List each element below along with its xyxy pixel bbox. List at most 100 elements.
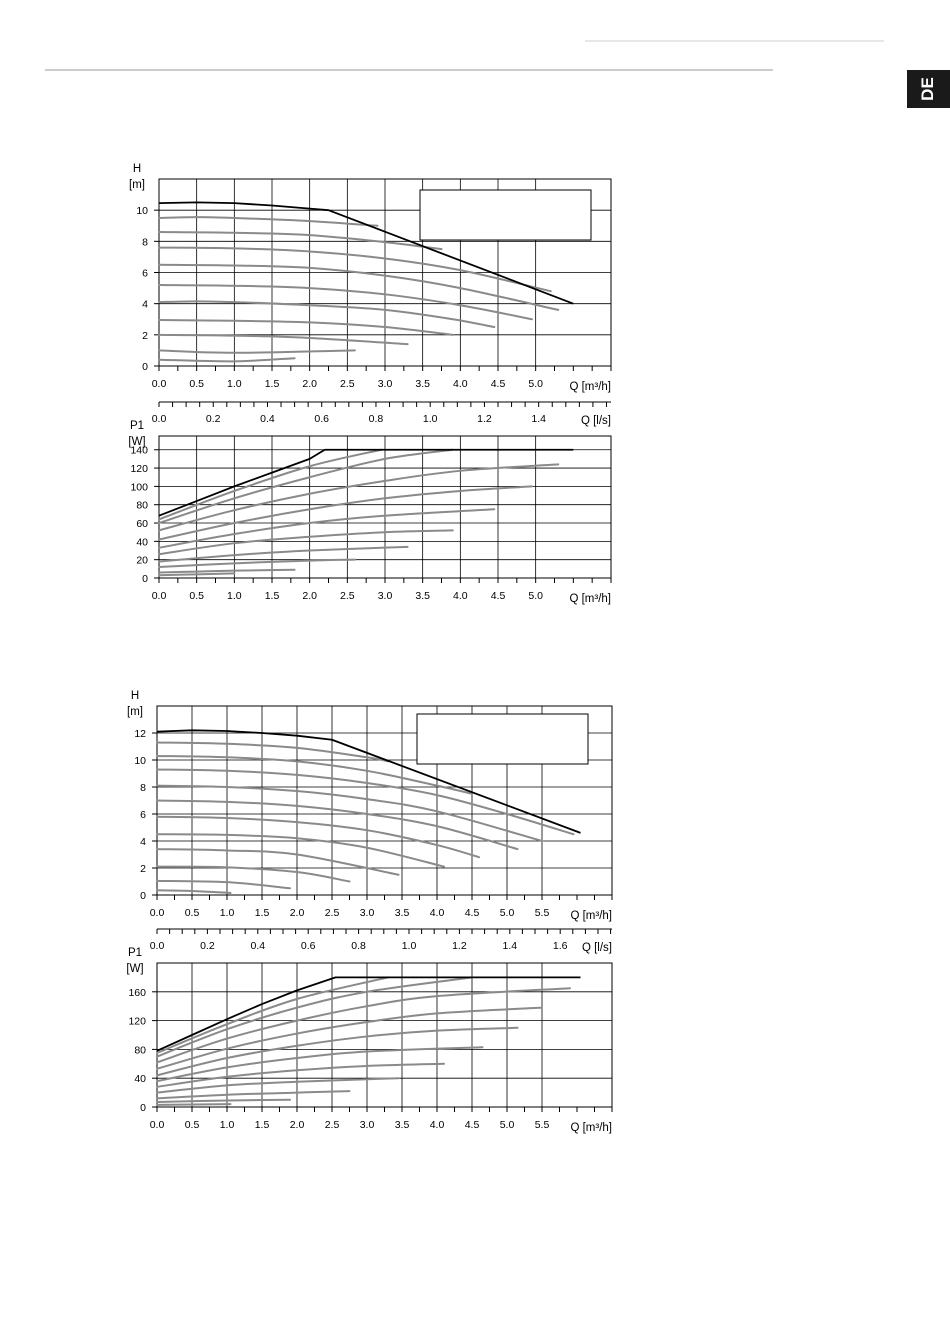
y-axis-label: H — [131, 690, 139, 702]
series-curve-8 — [156, 1006, 543, 1070]
series-curve-1 — [158, 572, 236, 577]
secondary-tick-label: 0.0 — [152, 413, 167, 425]
series-curve-6 — [158, 508, 496, 549]
x-tick-label: 1.5 — [265, 378, 280, 390]
series-curve-3 — [158, 333, 409, 346]
x-tick-label: 5.0 — [500, 1119, 515, 1131]
x-tick-label: 1.5 — [265, 590, 280, 602]
x-tick-label: 2.5 — [325, 1119, 340, 1131]
y-axis-unit: [m] — [129, 179, 145, 191]
secondary-tick-label: 1.6 — [553, 940, 568, 952]
series-curve-8 — [156, 784, 543, 842]
y-tick-label: 60 — [136, 518, 148, 530]
series-curve-8 — [158, 246, 552, 293]
y-tick-label: 80 — [134, 1044, 146, 1056]
y-axis-label: P1 — [130, 420, 144, 432]
x-tick-label: 3.5 — [395, 1119, 410, 1131]
x-tick-label: 2.0 — [290, 907, 305, 919]
y-tick-label: 4 — [140, 836, 146, 848]
series-curve-7 — [156, 1026, 519, 1077]
secondary-tick-label: 1.4 — [531, 413, 546, 425]
secondary-axis-label: Q [l/s] — [581, 415, 611, 427]
x-tick-label: 3.5 — [415, 378, 430, 390]
secondary-tick-label: 1.2 — [452, 940, 467, 952]
series-curve-10 — [156, 754, 473, 795]
chart-2: 0.0 0.5 1.0 1.5 2.0 2.5 3.0 3.5 4.0 4.5 5.0 0 20 40 60… — [128, 420, 612, 605]
x-tick-label: 5.0 — [528, 378, 543, 390]
series-curve-6 — [156, 815, 480, 859]
series-curve-1 — [156, 1103, 232, 1106]
series-curve-11 — [156, 741, 389, 763]
y-tick-label: 20 — [136, 555, 148, 567]
x-tick-label: 0.0 — [150, 1119, 165, 1131]
language-tab[interactable] — [907, 70, 950, 108]
x-tick-label: 3.0 — [360, 1119, 375, 1131]
y-tick-label: 80 — [136, 500, 148, 512]
series-curve-2 — [156, 879, 291, 890]
series-curve-2 — [156, 1098, 291, 1103]
y-tick-label: 2 — [140, 863, 146, 875]
secondary-tick-label: 0.6 — [301, 940, 316, 952]
series-curve-7 — [158, 263, 560, 311]
y-tick-label: 0 — [140, 890, 146, 902]
y-tick-label: 120 — [128, 1016, 146, 1028]
x-axis-label: Q [m³/h] — [569, 381, 611, 393]
x-tick-label: 5.5 — [535, 907, 550, 919]
x-tick-label: 4.0 — [430, 907, 445, 919]
y-tick-label: 4 — [142, 299, 148, 311]
y-tick-label: 0 — [142, 573, 148, 585]
x-tick-label: 1.0 — [220, 1119, 235, 1131]
max-envelope-line — [158, 448, 574, 517]
secondary-tick-label: 1.0 — [423, 413, 438, 425]
x-tick-label: 4.0 — [430, 1119, 445, 1131]
y-tick-label: 8 — [140, 782, 146, 794]
series-curve-3 — [156, 865, 351, 883]
series-curve-10 — [158, 216, 379, 227]
series-curve-4 — [156, 1077, 400, 1094]
x-tick-label: 3.5 — [415, 590, 430, 602]
x-tick-label: 5.0 — [528, 590, 543, 602]
secondary-tick-label: 0.2 — [206, 413, 221, 425]
x-tick-label: 1.0 — [220, 907, 235, 919]
series-curve-4 — [158, 545, 409, 563]
x-tick-label: 4.5 — [491, 378, 506, 390]
x-tick-label: 0.5 — [185, 907, 200, 919]
x-tick-label: 3.0 — [378, 590, 393, 602]
x-tick-label: 0.5 — [189, 378, 204, 390]
x-tick-label: 4.5 — [491, 590, 506, 602]
x-tick-label: 5.0 — [500, 907, 515, 919]
series-curve-5 — [158, 529, 454, 556]
y-axis-unit: [W] — [126, 963, 143, 975]
legend-box — [419, 189, 592, 241]
x-tick-label: 4.0 — [453, 590, 468, 602]
x-axis-label: Q [m³/h] — [569, 593, 611, 605]
secondary-tick-label: 0.4 — [250, 940, 265, 952]
y-tick-label: 40 — [134, 1073, 146, 1085]
series-curve-9 — [158, 448, 454, 525]
y-axis-unit: [W] — [128, 436, 145, 448]
y-tick-label: 40 — [136, 536, 148, 548]
x-tick-label: 4.5 — [465, 907, 480, 919]
series-curve-2 — [158, 568, 296, 574]
chart-1: 0.0 0.5 1.0 1.5 2.0 2.5 3.0 3.5 4.0 4.5 5.0 0 2 4 6 8 10… — [129, 163, 612, 427]
x-tick-label: 3.0 — [378, 378, 393, 390]
y-tick-label: 6 — [140, 809, 146, 821]
x-tick-label: 1.0 — [227, 590, 242, 602]
x-tick-label: 2.5 — [325, 907, 340, 919]
x-tick-label: 2.0 — [302, 590, 317, 602]
series-curve-11 — [156, 976, 389, 1054]
y-tick-label: 100 — [130, 481, 148, 493]
x-tick-label: 4.0 — [453, 378, 468, 390]
y-tick-label: 120 — [130, 463, 148, 475]
series-curve-4 — [156, 848, 400, 876]
x-tick-label: 4.5 — [465, 1119, 480, 1131]
x-tick-label: 2.0 — [290, 1119, 305, 1131]
secondary-tick-label: 0.8 — [351, 940, 366, 952]
x-tick-label: 2.5 — [340, 378, 355, 390]
secondary-axis-label: Q [l/s] — [582, 942, 612, 954]
x-tick-label: 0.0 — [152, 378, 167, 390]
y-tick-label: 10 — [136, 205, 148, 217]
y-tick-label: 140 — [130, 445, 148, 457]
series-curve-3 — [158, 558, 356, 569]
x-tick-label: 1.0 — [227, 378, 242, 390]
